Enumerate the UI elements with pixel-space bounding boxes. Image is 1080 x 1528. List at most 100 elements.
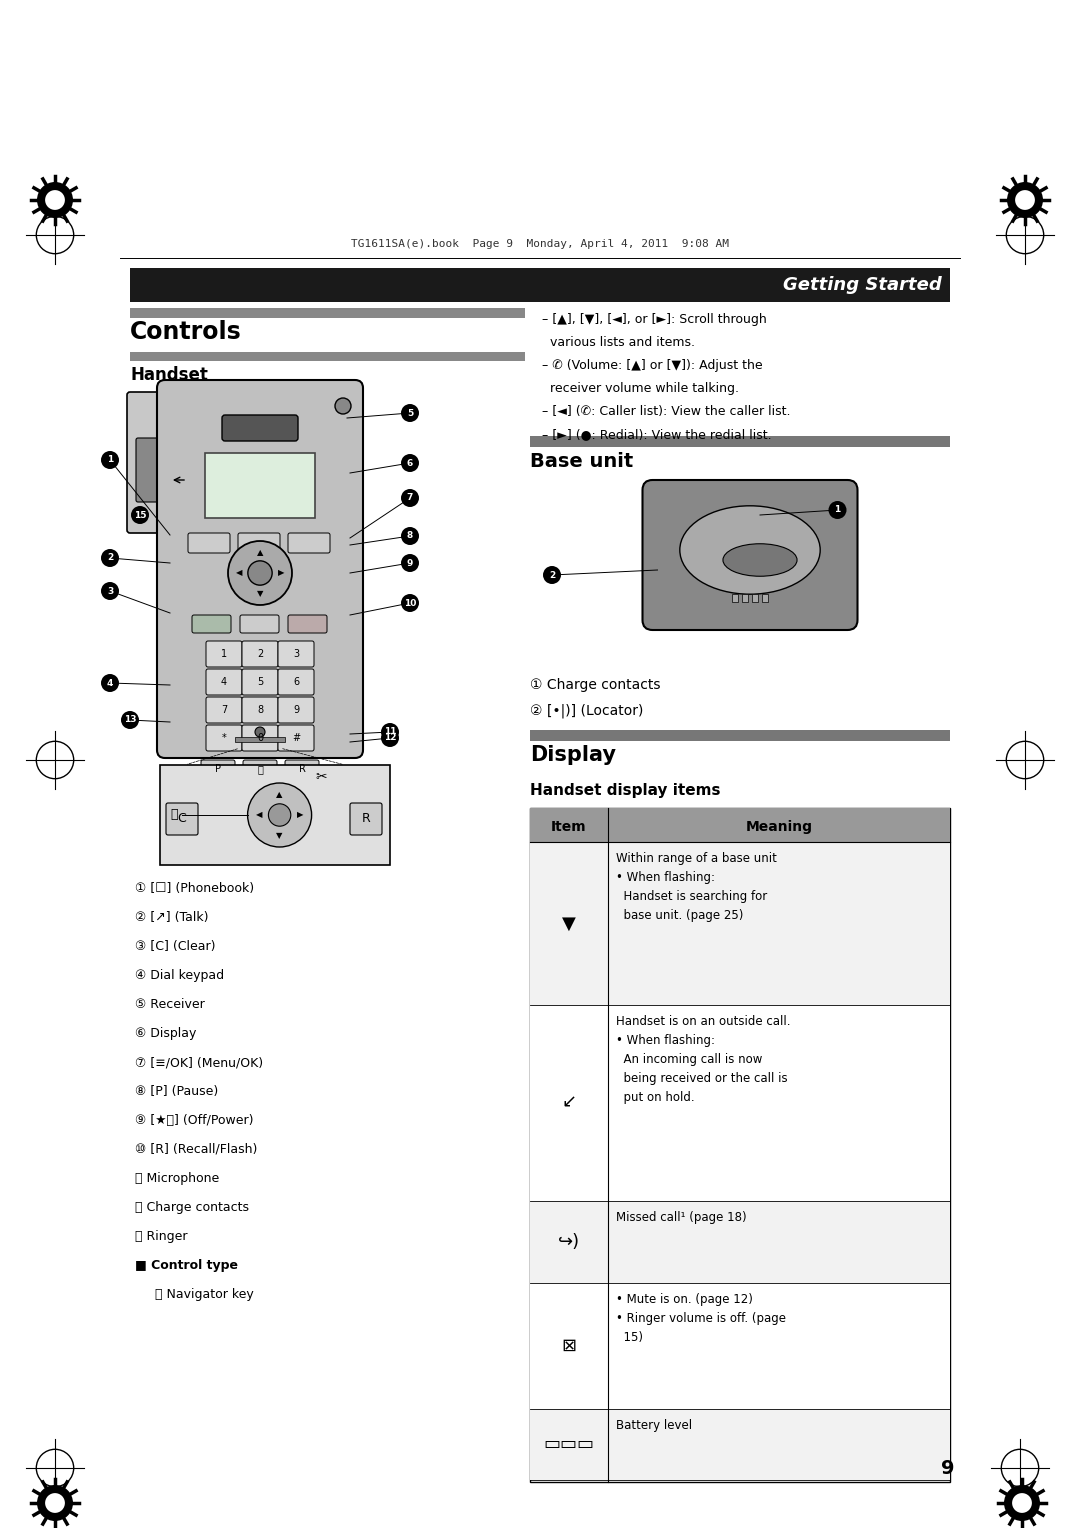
Circle shape xyxy=(45,1493,65,1513)
Circle shape xyxy=(401,489,419,507)
Text: ⑤ Receiver: ⑤ Receiver xyxy=(135,998,205,1012)
Text: Handset: Handset xyxy=(130,367,207,384)
Circle shape xyxy=(247,782,312,847)
Text: 9: 9 xyxy=(407,559,414,567)
Text: ⑬ Ringer: ⑬ Ringer xyxy=(135,1230,188,1242)
Text: ▲: ▲ xyxy=(276,790,283,799)
Circle shape xyxy=(269,804,291,827)
Text: ▼: ▼ xyxy=(562,914,576,932)
Text: put on hold.: put on hold. xyxy=(616,1091,694,1105)
FancyBboxPatch shape xyxy=(288,533,330,553)
Bar xyxy=(530,808,950,1482)
Text: 1: 1 xyxy=(107,455,113,465)
Bar xyxy=(130,351,525,361)
Circle shape xyxy=(102,674,119,692)
Circle shape xyxy=(401,454,419,472)
Bar xyxy=(530,842,950,1005)
Circle shape xyxy=(37,182,73,219)
Text: 7: 7 xyxy=(221,704,227,715)
Text: base unit. (page 25): base unit. (page 25) xyxy=(616,909,743,921)
Text: 5: 5 xyxy=(407,408,414,417)
Bar xyxy=(530,1201,950,1284)
Circle shape xyxy=(1015,189,1035,209)
FancyBboxPatch shape xyxy=(222,416,298,442)
Bar xyxy=(130,309,525,318)
Text: ◀: ◀ xyxy=(235,568,242,578)
Text: 4: 4 xyxy=(221,677,227,688)
Text: *: * xyxy=(221,733,227,743)
Text: 6: 6 xyxy=(407,458,414,468)
Text: ▭▭▭: ▭▭▭ xyxy=(543,1435,594,1453)
Text: Controls: Controls xyxy=(130,319,242,344)
Text: Display: Display xyxy=(530,746,616,766)
Circle shape xyxy=(45,189,65,209)
Text: Battery level: Battery level xyxy=(616,1420,692,1432)
Text: – [►] (●: Redial): View the redial list.: – [►] (●: Redial): View the redial list. xyxy=(542,428,771,442)
Text: 1: 1 xyxy=(221,649,227,659)
Text: ④ Dial keypad: ④ Dial keypad xyxy=(135,969,225,983)
Text: ▼: ▼ xyxy=(257,590,264,599)
Text: 15): 15) xyxy=(616,1331,643,1345)
FancyBboxPatch shape xyxy=(242,642,278,668)
Text: 3: 3 xyxy=(293,649,299,659)
Text: 10: 10 xyxy=(404,599,416,608)
Text: An incoming call is now: An incoming call is now xyxy=(616,1053,762,1067)
Bar xyxy=(235,736,285,743)
Text: Within range of a base unit: Within range of a base unit xyxy=(616,853,777,865)
Text: ■ Control type: ■ Control type xyxy=(135,1259,238,1271)
Bar xyxy=(752,594,758,602)
Text: 2: 2 xyxy=(549,570,555,579)
Text: ② [↗] (Talk): ② [↗] (Talk) xyxy=(135,911,208,924)
Text: Getting Started: Getting Started xyxy=(783,277,942,293)
FancyBboxPatch shape xyxy=(201,759,235,779)
Text: ◀: ◀ xyxy=(256,810,262,819)
Text: ③ [C] (Clear): ③ [C] (Clear) xyxy=(135,940,216,953)
Text: R: R xyxy=(362,813,370,825)
Bar xyxy=(530,1409,950,1481)
FancyBboxPatch shape xyxy=(166,804,198,834)
FancyBboxPatch shape xyxy=(206,642,242,668)
Text: 8: 8 xyxy=(257,704,264,715)
FancyBboxPatch shape xyxy=(240,614,279,633)
FancyBboxPatch shape xyxy=(242,697,278,723)
Text: 7: 7 xyxy=(407,494,414,503)
Text: – [◄] (✆: Caller list): View the caller list.: – [◄] (✆: Caller list): View the caller … xyxy=(542,405,791,419)
Circle shape xyxy=(255,727,265,736)
Bar xyxy=(530,1284,950,1409)
Text: 3: 3 xyxy=(107,587,113,596)
Text: receiver volume while talking.: receiver volume while talking. xyxy=(542,382,739,396)
Text: Meaning: Meaning xyxy=(745,821,812,834)
Circle shape xyxy=(828,501,847,520)
Bar xyxy=(530,1005,950,1201)
Text: 9: 9 xyxy=(942,1459,955,1478)
Ellipse shape xyxy=(679,506,820,594)
Text: 1: 1 xyxy=(835,506,840,515)
FancyBboxPatch shape xyxy=(278,669,314,695)
Circle shape xyxy=(543,565,561,584)
Text: ① [☐] (Phonebook): ① [☐] (Phonebook) xyxy=(135,882,254,895)
Text: Ⓐ: Ⓐ xyxy=(171,808,178,822)
Text: ↙: ↙ xyxy=(562,1094,577,1112)
Text: Missed call¹ (page 18): Missed call¹ (page 18) xyxy=(616,1212,746,1224)
Bar xyxy=(762,594,768,602)
Text: C: C xyxy=(177,813,187,825)
Text: ⑦ [≡/OK] (Menu/OK): ⑦ [≡/OK] (Menu/OK) xyxy=(135,1056,264,1070)
FancyBboxPatch shape xyxy=(206,697,242,723)
Text: ② [•|)] (Locator): ② [•|)] (Locator) xyxy=(530,704,644,718)
FancyBboxPatch shape xyxy=(278,642,314,668)
Text: 6: 6 xyxy=(293,677,299,688)
Bar xyxy=(530,730,950,741)
FancyBboxPatch shape xyxy=(285,759,319,779)
Text: ▼: ▼ xyxy=(276,831,283,840)
Circle shape xyxy=(102,451,119,469)
Circle shape xyxy=(335,397,351,414)
FancyBboxPatch shape xyxy=(242,669,278,695)
Text: • Mute is on. (page 12): • Mute is on. (page 12) xyxy=(616,1293,753,1306)
Text: R: R xyxy=(298,764,306,775)
Text: 2: 2 xyxy=(257,649,264,659)
Text: Handset display items: Handset display items xyxy=(530,782,720,798)
Text: ① Charge contacts: ① Charge contacts xyxy=(530,678,661,692)
Circle shape xyxy=(247,561,272,585)
FancyBboxPatch shape xyxy=(188,533,230,553)
Circle shape xyxy=(381,729,399,747)
